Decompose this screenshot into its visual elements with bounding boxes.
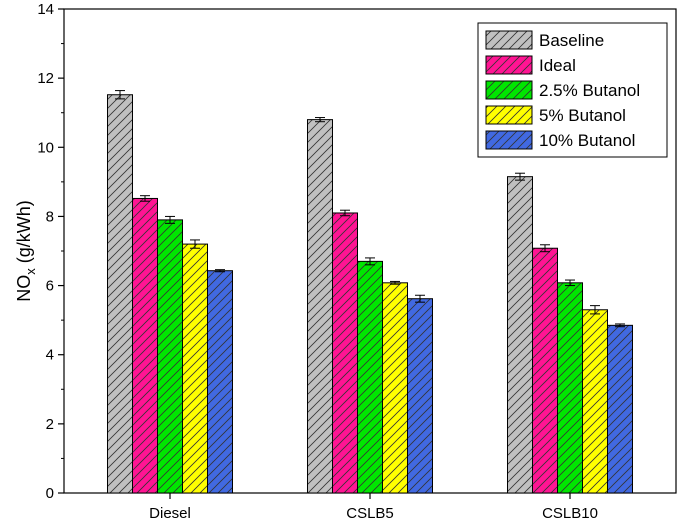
legend-label: 5% Butanol [539, 106, 626, 125]
error-bar-cslb5-10-butanol [415, 294, 425, 303]
legend-swatch [485, 80, 533, 100]
bar-diesel-ideal [132, 197, 158, 494]
error-bar-cslb10-ideal [540, 244, 550, 253]
y-tick-label: 2 [46, 416, 54, 433]
bar-cslb5-2-5-butanol [357, 260, 383, 494]
legend-swatch [485, 30, 533, 50]
x-tick-label-diesel: Diesel [149, 505, 191, 522]
bar-cslb10-10-butanol [607, 324, 633, 494]
error-bar-diesel-5-butanol [190, 239, 200, 249]
error-bar-diesel-10-butanol [215, 269, 225, 273]
y-axis-title: NOx (g/kWh) [14, 200, 38, 302]
error-bar-cslb10-10-butanol [615, 323, 625, 328]
error-bars-group [115, 90, 625, 328]
error-bar-cslb5-baseline [315, 117, 325, 123]
bar-cslb10-2-5-butanol [557, 282, 583, 494]
legend-label: 10% Butanol [539, 131, 635, 150]
bar-cslb10-5-butanol [582, 309, 608, 494]
error-bar-cslb10-5-butanol [590, 305, 600, 315]
bar-cslb5-5-butanol [382, 282, 408, 494]
bar-diesel-5-butanol [182, 243, 208, 494]
legend-swatch [485, 105, 533, 125]
legend-swatch [485, 55, 533, 75]
error-bar-cslb10-baseline [515, 172, 525, 181]
legend-label: Baseline [539, 31, 604, 50]
legend-item-ideal: Ideal [485, 55, 576, 75]
y-tick-label: 4 [46, 347, 54, 364]
y-axis: 0 2 4 6 8 10 12 14 [37, 1, 64, 502]
x-tick-label-cslb5: CSLB5 [346, 505, 394, 522]
legend-label: Ideal [539, 56, 576, 75]
bar-diesel-2-5-butanol [157, 219, 183, 494]
legend-item-10-butanol: 10% Butanol [485, 130, 635, 150]
y-tick-label: 8 [46, 208, 54, 225]
bar-cslb5-ideal [332, 212, 358, 494]
error-bar-diesel-baseline [115, 90, 125, 100]
bar-cslb10-ideal [532, 247, 558, 494]
bars-group [107, 94, 633, 494]
x-axis: Diesel CSLB5 CSLB10 [149, 493, 598, 522]
error-bar-cslb5-ideal [340, 209, 350, 217]
y-tick-label: 12 [37, 70, 54, 87]
bar-diesel-baseline [107, 94, 133, 494]
y-tick-label: 6 [46, 278, 54, 295]
bar-cslb10-baseline [507, 176, 533, 494]
x-tick-label-cslb10: CSLB10 [542, 505, 598, 522]
bar-diesel-10-butanol [207, 270, 233, 494]
y-tick-label: 0 [46, 485, 54, 502]
error-bar-diesel-ideal [140, 195, 150, 202]
legend-item-baseline: Baseline [485, 30, 604, 50]
y-tick-label: 14 [37, 1, 54, 18]
bar-cslb5-10-butanol [407, 298, 433, 494]
y-tick-label: 10 [37, 139, 54, 156]
error-bar-cslb10-2-5-butanol [565, 279, 575, 287]
error-bar-cslb5-2-5-butanol [365, 257, 375, 266]
legend-swatch [485, 130, 533, 150]
legend-item-2-5-butanol: 2.5% Butanol [485, 80, 640, 100]
legend-label: 2.5% Butanol [539, 81, 640, 100]
bar-cslb5-baseline [307, 119, 333, 494]
legend: Baseline Ideal 2.5% Butanol 5% Butanol 10% B… [477, 22, 668, 158]
error-bar-diesel-2-5-butanol [165, 215, 175, 224]
legend-item-5-butanol: 5% Butanol [485, 105, 626, 125]
error-bar-cslb5-5-butanol [390, 280, 400, 285]
